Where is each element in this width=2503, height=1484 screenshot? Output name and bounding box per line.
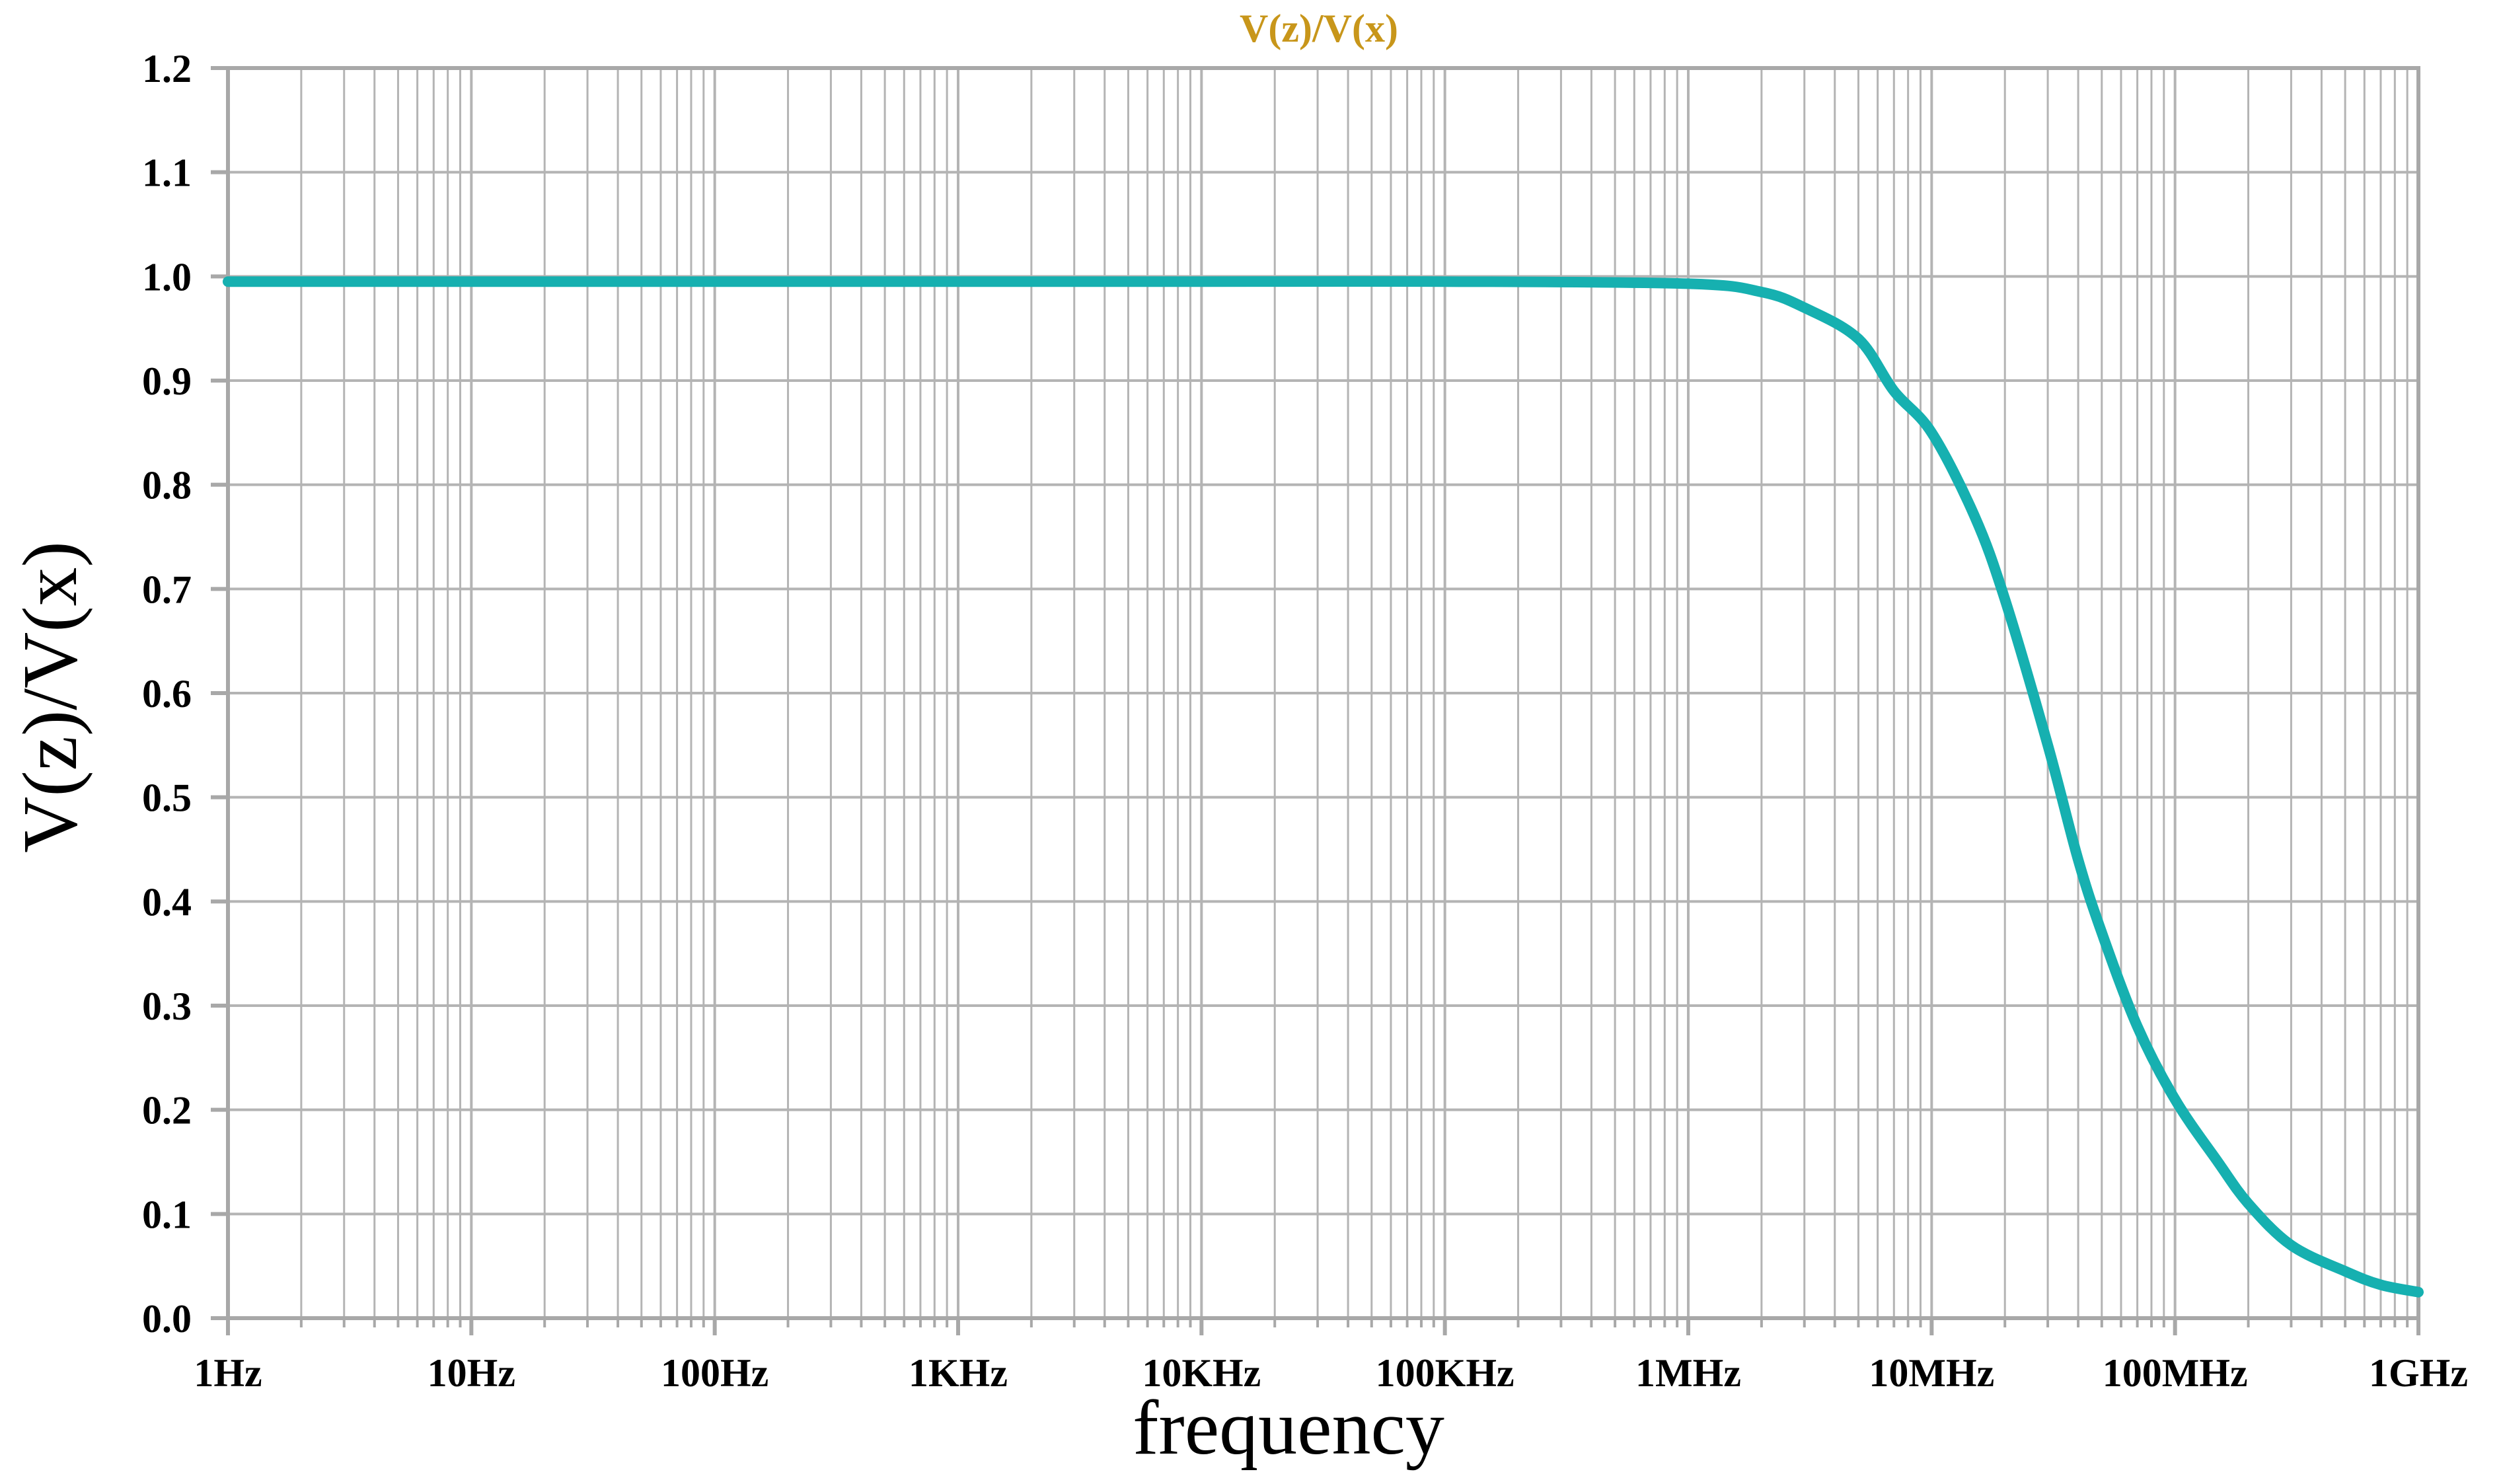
y-tick-label: 1.2 <box>142 47 192 91</box>
x-tick-label: 10Hz <box>428 1351 515 1395</box>
y-tick-label: 1.1 <box>142 151 192 195</box>
y-tick-label: 0.3 <box>142 984 192 1028</box>
x-tick-label: 1MHz <box>1635 1351 1741 1395</box>
x-tick-label: 1KHz <box>909 1351 1008 1395</box>
y-tick-label: 0.1 <box>142 1193 192 1236</box>
x-tick-label: 10MHz <box>1869 1351 1994 1395</box>
y-axis-label: V(z)/V(x) <box>7 541 93 853</box>
y-tick-label: 0.8 <box>142 464 192 507</box>
chart-title: V(z)/V(x) <box>1240 7 1398 50</box>
y-tick-labels: 0.0 0.1 0.2 0.3 0.4 0.5 0.6 0.7 0.8 0.9 1.0 1.1 1.2 <box>142 47 192 1341</box>
y-tick-label: 1.0 <box>142 255 192 299</box>
x-tick-label: 100Hz <box>661 1351 768 1395</box>
y-tick-label: 0.4 <box>142 880 192 924</box>
y-tick-label: 0.7 <box>142 568 192 611</box>
axes <box>226 66 2420 1320</box>
series-layer <box>223 276 2424 1298</box>
x-tick-label: 100KHz <box>1376 1351 1514 1395</box>
y-tick-label: 0.6 <box>142 672 192 716</box>
y-tick-label: 0.9 <box>142 359 192 403</box>
y-tick-label: 0.5 <box>142 776 192 820</box>
x-tick-label: 1Hz <box>194 1351 262 1395</box>
x-tick-label: 1GHz <box>2369 1351 2468 1395</box>
y-tick-label: 0.2 <box>142 1089 192 1132</box>
y-tick-label: 0.0 <box>142 1297 192 1341</box>
x-tick-labels: 1Hz 10Hz 100Hz 1KHz 10KHz 100KHz 1MHz 10MHz 100M… <box>194 1351 2468 1395</box>
x-tick-label: 100MHz <box>2103 1351 2248 1395</box>
series-line <box>223 276 2424 1298</box>
x-axis-label: frequency <box>1133 1384 1444 1471</box>
plot-frame <box>226 66 2420 1320</box>
x-tick-label: 10KHz <box>1142 1351 1261 1395</box>
